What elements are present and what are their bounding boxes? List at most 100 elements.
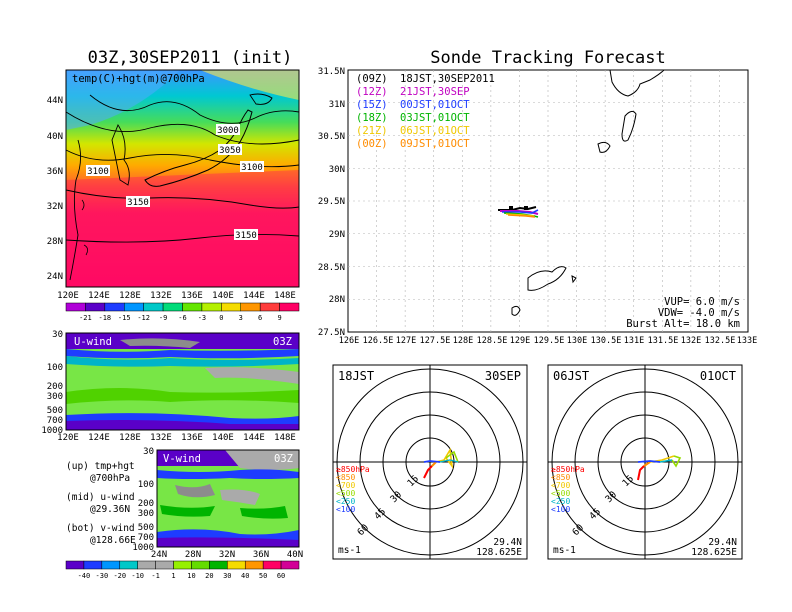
panel-notes: (up) tmp+hgt @700hPa (mid) u-wind @29.36… <box>66 461 136 546</box>
temp-colorbar-swatch <box>201 302 222 312</box>
lon-tick-label: 148E <box>274 291 296 301</box>
hodograph-right: 06JST 01OCT 15 30 45 60 ≥850hPa <850 <70… <box>547 364 743 560</box>
wind-colorbar-label: -30 <box>96 572 109 580</box>
wind-colorbar-swatch <box>137 560 156 570</box>
vwind-p-ticks: 30 100 200 300 500 700 1000 <box>132 447 154 553</box>
lon-tick-label: 136E <box>181 433 203 443</box>
lon-tick-label: 132E <box>681 336 701 346</box>
lat-tick-label: 32N <box>219 550 235 560</box>
temp-colorbar-label: -6 <box>178 314 186 322</box>
wind-colorbar-label: 40 <box>241 572 249 580</box>
lat-tick-label: 29N <box>329 230 345 240</box>
lon-tick-label: 148E <box>274 433 296 443</box>
pressure-tick-label: 500 <box>47 406 63 416</box>
lon-tick-label: 128E <box>453 336 473 346</box>
map-subtitle: temp(C)+hgt(m)@700hPa <box>72 73 205 85</box>
vwind-label: V-wind <box>163 453 201 465</box>
lon-tick-label: 120E <box>57 291 79 301</box>
hodo-lat: 29.4N <box>493 537 522 548</box>
lat-tick-label: 36N <box>253 550 269 560</box>
level-legend: <250 <box>336 497 355 506</box>
wind-colorbar-swatch <box>191 560 210 570</box>
legend-code: (09Z) <box>356 73 388 85</box>
temp-colorbar-label: 6 <box>258 314 262 322</box>
lat-tick-label: 27.5N <box>318 328 345 338</box>
uwind-lon-ticks: 120E 124E 128E 132E 136E 140E 144E 148E <box>57 433 296 443</box>
uwind-p-ticks: 30 100 200 300 500 700 1000 <box>41 330 63 436</box>
lon-tick-label: 120E <box>57 433 79 443</box>
contour-label: 3100 <box>241 163 263 173</box>
temp-colorbar-label: -18 <box>99 314 112 322</box>
temp-colorbar-label: -15 <box>118 314 131 322</box>
lat-tick-label: 30.5N <box>318 132 345 142</box>
lon-tick-label: 132E <box>150 291 172 301</box>
wind-colorbar-swatch <box>155 560 174 570</box>
lon-tick-label: 124E <box>88 291 110 301</box>
lat-tick-label: 29.5N <box>318 197 345 207</box>
tracking-map <box>347 69 749 333</box>
temp-colorbar-label: 9 <box>277 314 281 322</box>
temp-colorbar-label: -3 <box>198 314 206 322</box>
lon-tick-label: 133E <box>737 336 757 346</box>
wind-colorbar-label: 10 <box>187 572 195 580</box>
map-title: 03Z,30SEP2011 (init) <box>88 48 293 68</box>
hodo-time: 18JST <box>338 369 374 383</box>
note-line: @700hPa <box>90 473 130 484</box>
contour-label: 3100 <box>87 167 109 177</box>
hodo-lon: 128.625E <box>691 547 737 558</box>
lon-tick-label: 127.5E <box>420 336 451 346</box>
lon-tick-label: 140E <box>212 291 234 301</box>
wind-colorbar-label: 20 <box>205 572 213 580</box>
hodograph-left: 18JST 30SEP 15 30 45 60 ≥850hPa <850 <70… <box>332 364 528 560</box>
temp-map: 3000 3050 3100 3100 3150 3150 temp(C)+hg… <box>65 69 300 288</box>
lon-tick-label: 126E <box>339 336 359 346</box>
lon-tick-label: 132.5E <box>705 336 736 346</box>
lat-tick-label: 28N <box>329 295 345 305</box>
lat-tick-label: 36N <box>47 167 63 177</box>
pressure-tick-label: 1000 <box>41 426 63 436</box>
contour-label: 3150 <box>127 198 149 208</box>
level-legend: <850 <box>336 473 355 482</box>
pressure-tick-label: 30 <box>52 330 63 340</box>
lat-tick-label: 32N <box>47 202 63 212</box>
temp-colorbar-label: -21 <box>79 314 92 322</box>
temp-colorbar-label: 0 <box>219 314 223 322</box>
note-line: (up) tmp+hgt <box>66 461 135 472</box>
lon-tick-label: 128E <box>119 291 141 301</box>
legend-code: (00Z) <box>356 138 388 150</box>
pressure-tick-label: 200 <box>47 382 63 392</box>
lon-tick-label: 130.5E <box>591 336 622 346</box>
wind-colorbar-label: 30 <box>223 572 231 580</box>
temp-colorbar-swatch <box>259 302 280 312</box>
wind-colorbar-swatch <box>209 560 228 570</box>
wind-colorbar-label: -20 <box>113 572 126 580</box>
temp-colorbar-label: -9 <box>159 314 167 322</box>
lat-tick-label: 24N <box>47 272 63 282</box>
burst-alt-text: Burst Alt= 18.0 km <box>626 318 740 330</box>
wind-colorbar: -40 -30 -20 -10 -1 1 10 20 30 40 50 60 <box>65 560 300 580</box>
hodo-time: 06JST <box>553 369 589 383</box>
uwind-time: 03Z <box>273 336 292 348</box>
lat-tick-label: 40N <box>287 550 303 560</box>
hodo-lon: 128.625E <box>476 547 522 558</box>
lat-tick-label: 30N <box>329 165 345 175</box>
lat-tick-label: 28.5N <box>318 263 345 273</box>
uwind-label: U-wind <box>74 336 112 348</box>
wind-colorbar-swatch <box>227 560 246 570</box>
tracking-grid <box>348 70 748 332</box>
lon-tick-label: 131E <box>624 336 644 346</box>
wind-colorbar-swatch <box>262 560 282 570</box>
legend-text: 06JST,01OCT <box>400 125 470 137</box>
map-lat-ticks: 44N 40N 36N 32N 28N 24N <box>47 96 63 282</box>
lon-tick-label: 130E <box>567 336 587 346</box>
temp-colorbar-swatch <box>279 302 300 312</box>
temp-colorbar: -21 -18 -15 -12 -9 -6 -3 0 3 6 9 <box>65 302 300 322</box>
tracking-title: Sonde Tracking Forecast <box>430 48 665 68</box>
temp-colorbar-swatch <box>162 302 183 312</box>
lon-tick-label: 144E <box>243 433 265 443</box>
temp-colorbar-swatch <box>143 302 164 312</box>
contour-label: 3000 <box>217 126 239 136</box>
pressure-tick-label: 100 <box>138 480 154 490</box>
legend-code: (21Z) <box>356 125 388 137</box>
lat-tick-label: 28N <box>47 237 63 247</box>
